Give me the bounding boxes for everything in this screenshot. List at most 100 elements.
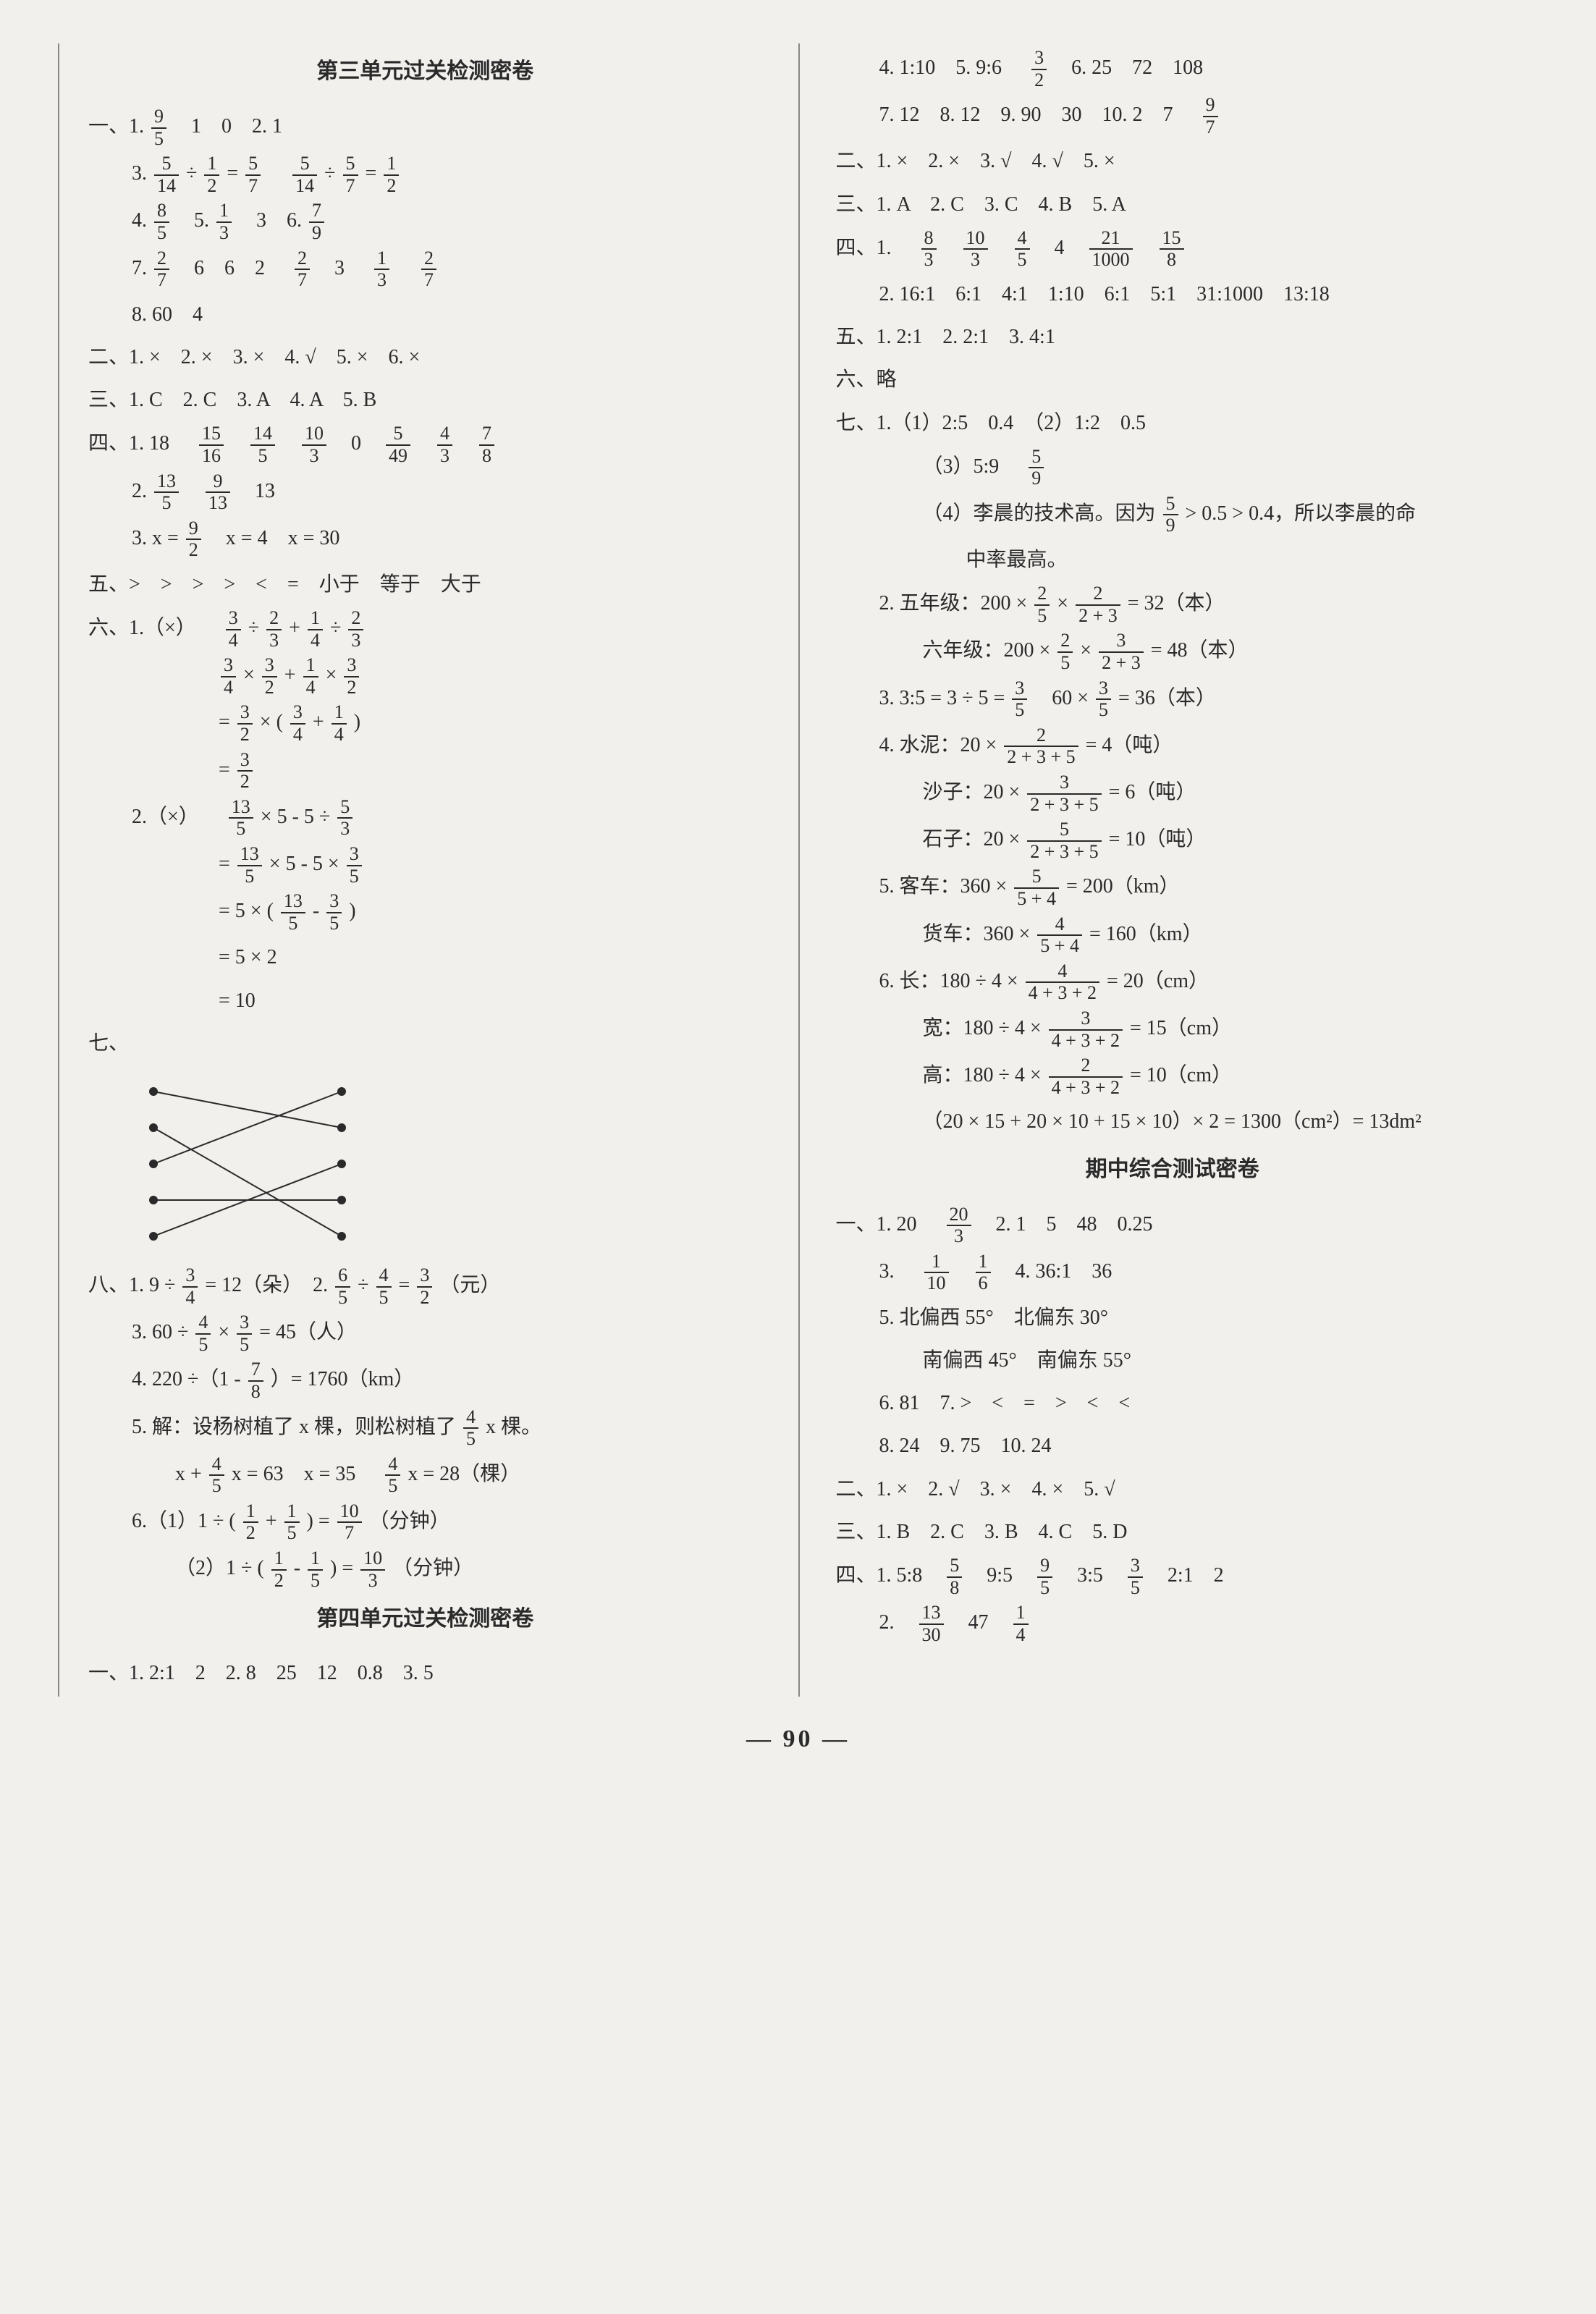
answer-line: 3. 60 ÷ 45 × 35 = 45（人）: [88, 1312, 762, 1355]
answer-text: 13: [255, 480, 275, 502]
answer-text: 3:5: [1077, 1564, 1103, 1587]
fraction: 514: [154, 153, 179, 196]
answer-line: = 10: [88, 981, 762, 1020]
section-label: 八、1. 9 ÷: [88, 1274, 175, 1296]
fraction: 25: [1034, 583, 1050, 626]
answer-line: = 5 × 2: [88, 938, 762, 976]
answer-line: = 32 × ( 34 + 14 ): [88, 702, 762, 745]
fraction: 45 + 4: [1037, 914, 1082, 957]
fraction: 14: [303, 655, 318, 698]
operator: ×: [260, 711, 271, 733]
fraction: 53: [337, 797, 352, 840]
answer-line: 5. 北偏西 55° 北偏东 30°: [836, 1299, 1510, 1337]
answer-text: = 10（吨）: [1109, 828, 1207, 850]
fraction: 135: [154, 471, 179, 514]
answer-line: 八、1. 9 ÷ 34 = 12（朵） 2. 65 ÷ 45 = 32 （元）: [88, 1265, 762, 1308]
operator: -: [294, 1557, 300, 1579]
matching-svg: [132, 1070, 363, 1258]
fraction: 45: [463, 1407, 478, 1450]
answer-text: x 棵。: [486, 1416, 541, 1438]
answer-text: x = 4 x = 30: [226, 527, 340, 549]
fraction: 27: [421, 248, 436, 291]
answer-line: 高：180 ÷ 4 × 24 + 3 + 2 = 10（cm）: [836, 1055, 1510, 1098]
answer-line: x + 45 x = 63 x = 35 45 x = 28（棵）: [88, 1454, 762, 1497]
answer-line: 三、1. A 2. C 3. C 4. B 5. A: [836, 185, 1510, 224]
answer-line: 南偏西 45° 南偏东 55°: [836, 1341, 1510, 1380]
answer-text: 4. 1:10 5. 9:6: [879, 56, 1002, 79]
fraction: 79: [309, 200, 324, 243]
fraction: 135: [281, 891, 305, 934]
operator: +: [266, 1510, 277, 1532]
answer-line: 五、1. 2:1 2. 2:1 3. 4:1: [836, 318, 1510, 356]
answer-line: 七、1.（1）2:5 0.4 （2）1:2 0.5: [836, 404, 1510, 442]
fraction: 22 + 3: [1076, 583, 1120, 626]
answer-line: （2）1 ÷ ( 12 - 15 ) = 103 （分钟）: [88, 1548, 762, 1591]
operator: ×: [326, 664, 337, 686]
answer-line: 5. 客车：360 × 55 + 4 = 200（km）: [836, 866, 1510, 909]
answer-line: （3）5:9 59: [836, 447, 1510, 489]
answer-text: 3: [334, 257, 345, 279]
answer-line: 三、1. B 2. C 3. B 4. C 5. D: [836, 1513, 1510, 1551]
answer-text: 4: [1055, 237, 1065, 259]
answer-line: 2. 135 913 13: [88, 471, 762, 514]
fraction: 13: [374, 248, 389, 291]
fraction: 32: [344, 655, 359, 698]
answer-line: 3. 110 16 4. 36:1 36: [836, 1251, 1510, 1294]
fraction: 45: [195, 1312, 211, 1355]
fraction: 45: [385, 1454, 400, 1497]
paren: ): [354, 711, 360, 733]
operator: =: [219, 853, 230, 875]
answer-text: 4. 36:1 36: [1016, 1260, 1112, 1283]
section-label: 四、1. 5:8: [836, 1564, 923, 1587]
fraction: 103: [302, 423, 326, 466]
answer-text: 1 0 2. 1: [191, 115, 282, 138]
operator: ×: [1080, 639, 1092, 662]
fraction: 58: [947, 1555, 962, 1598]
answer-text: 六年级：200 ×: [923, 639, 1051, 662]
answer-line: 三、1. C 2. C 3. A 4. A 5. B: [88, 381, 762, 419]
answer-line: 一、1. 20 203 2. 1 5 48 0.25: [836, 1204, 1510, 1247]
fraction: 107: [337, 1501, 362, 1544]
answer-text: 宽：180 ÷ 4 ×: [923, 1017, 1042, 1039]
answer-text: = 20（cm）: [1107, 970, 1209, 992]
answer-line: 3. x = 92 x = 4 x = 30: [88, 518, 762, 561]
fraction: 1516: [199, 423, 224, 466]
fraction: 14: [308, 608, 323, 651]
fraction: 78: [479, 423, 494, 466]
fraction: 34 + 3 + 2: [1049, 1008, 1123, 1051]
fraction: 22 + 3 + 5: [1004, 725, 1078, 768]
left-column: 第三单元过关检测密卷 一、1. 95 1 0 2. 1 3. 514 ÷ 12 …: [58, 43, 791, 1697]
operator: =: [399, 1274, 410, 1296]
item-number: 2.: [132, 480, 147, 502]
fraction: 32 + 3 + 5: [1027, 772, 1101, 815]
operator: ÷: [358, 1274, 368, 1296]
fraction: 57: [343, 153, 358, 196]
fraction: 14: [332, 702, 347, 745]
fraction: 145: [250, 423, 275, 466]
answer-line: 宽：180 ÷ 4 × 34 + 3 + 2 = 15（cm）: [836, 1008, 1510, 1051]
answer-text: x = 63 x = 35: [232, 1463, 356, 1485]
column-divider: [798, 43, 800, 1697]
fraction: 32: [417, 1265, 432, 1308]
answer-line: （4）李晨的技术高。因为 59 > 0.5 > 0.4，所以李晨的命: [836, 494, 1510, 536]
answer-line: 石子：20 × 52 + 3 + 5 = 10（吨）: [836, 819, 1510, 862]
page-container: 第三单元过关检测密卷 一、1. 95 1 0 2. 1 3. 514 ÷ 12 …: [58, 43, 1538, 1697]
item-number: 3.: [132, 162, 147, 185]
fraction: 59: [1163, 494, 1178, 536]
unit4-title: 第四单元过关检测密卷: [88, 1598, 762, 1639]
operator: ×: [1057, 592, 1068, 615]
answer-text: 9:5: [987, 1564, 1013, 1587]
fraction: 35: [347, 844, 362, 887]
fraction: 211000: [1089, 228, 1133, 271]
fraction: 25: [1057, 630, 1073, 673]
operator: ×: [218, 1321, 229, 1343]
matching-diagram: [132, 1070, 363, 1258]
operator: ÷: [248, 617, 259, 639]
fraction: 35: [326, 891, 342, 934]
answer-text: = 200（km）: [1066, 875, 1180, 898]
item-number: 3.: [879, 1260, 895, 1283]
answer-text: 石子：20 ×: [923, 828, 1021, 850]
item-number: 3. x =: [132, 527, 179, 549]
answer-text: 60 ×: [1052, 687, 1089, 709]
paren: (: [267, 900, 274, 922]
